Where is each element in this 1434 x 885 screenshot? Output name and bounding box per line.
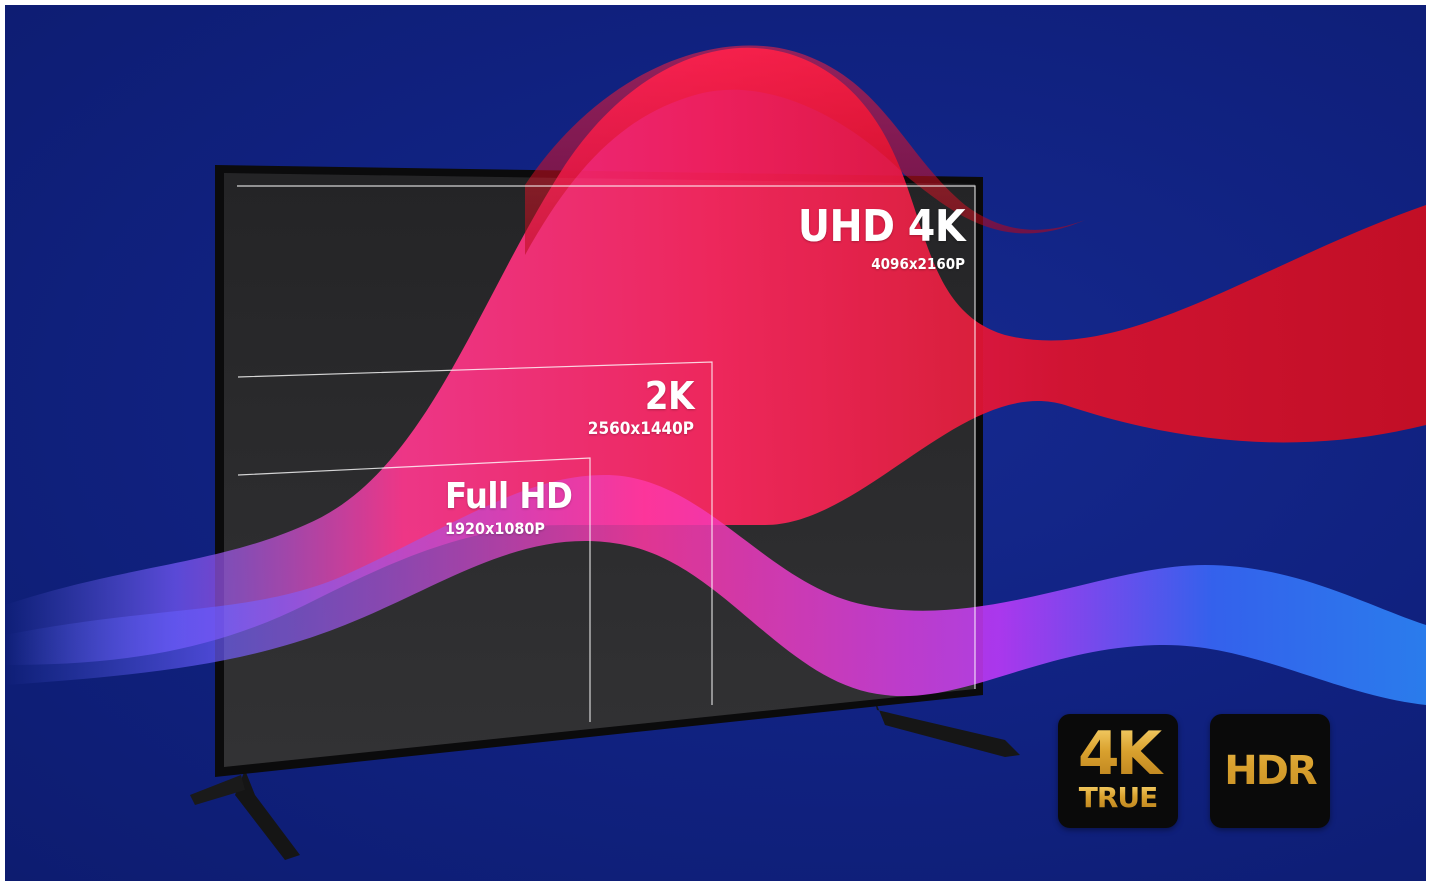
uhd-outline [237,185,976,689]
true-4k-badge-top: 4K [1058,724,1178,784]
fhd-outline [237,457,591,722]
uhd-4k-title: UHD 4K [797,201,966,252]
color-wave [5,45,1426,705]
resolution-outlines [237,185,976,722]
product-banner: UHD 4K 4096x2160P 2K 2560x1440P Full HD … [5,5,1426,881]
full-hd-spec: 1920x1080P [445,519,545,538]
hdr-badge: HDR [1210,714,1330,828]
full-hd-label: Full HD 1920x1080P [445,476,573,538]
uhd-4k-spec: 4096x2160P [871,255,965,273]
2k-spec: 2560x1440P [587,419,694,439]
tv-stand [190,695,1020,860]
tv-scene [5,45,1426,860]
uhd-4k-label: UHD 4K 4096x2160P [797,201,966,273]
true-4k-badge-bottom: TRUE [1058,784,1178,812]
hdr-badge-text: HDR [1210,714,1330,828]
2k-label: 2K 2560x1440P [587,374,695,439]
2k-title: 2K [644,374,695,418]
full-hd-title: Full HD [445,476,573,517]
true-4k-badge: 4K TRUE [1058,714,1178,828]
qhd-outline [237,361,713,705]
